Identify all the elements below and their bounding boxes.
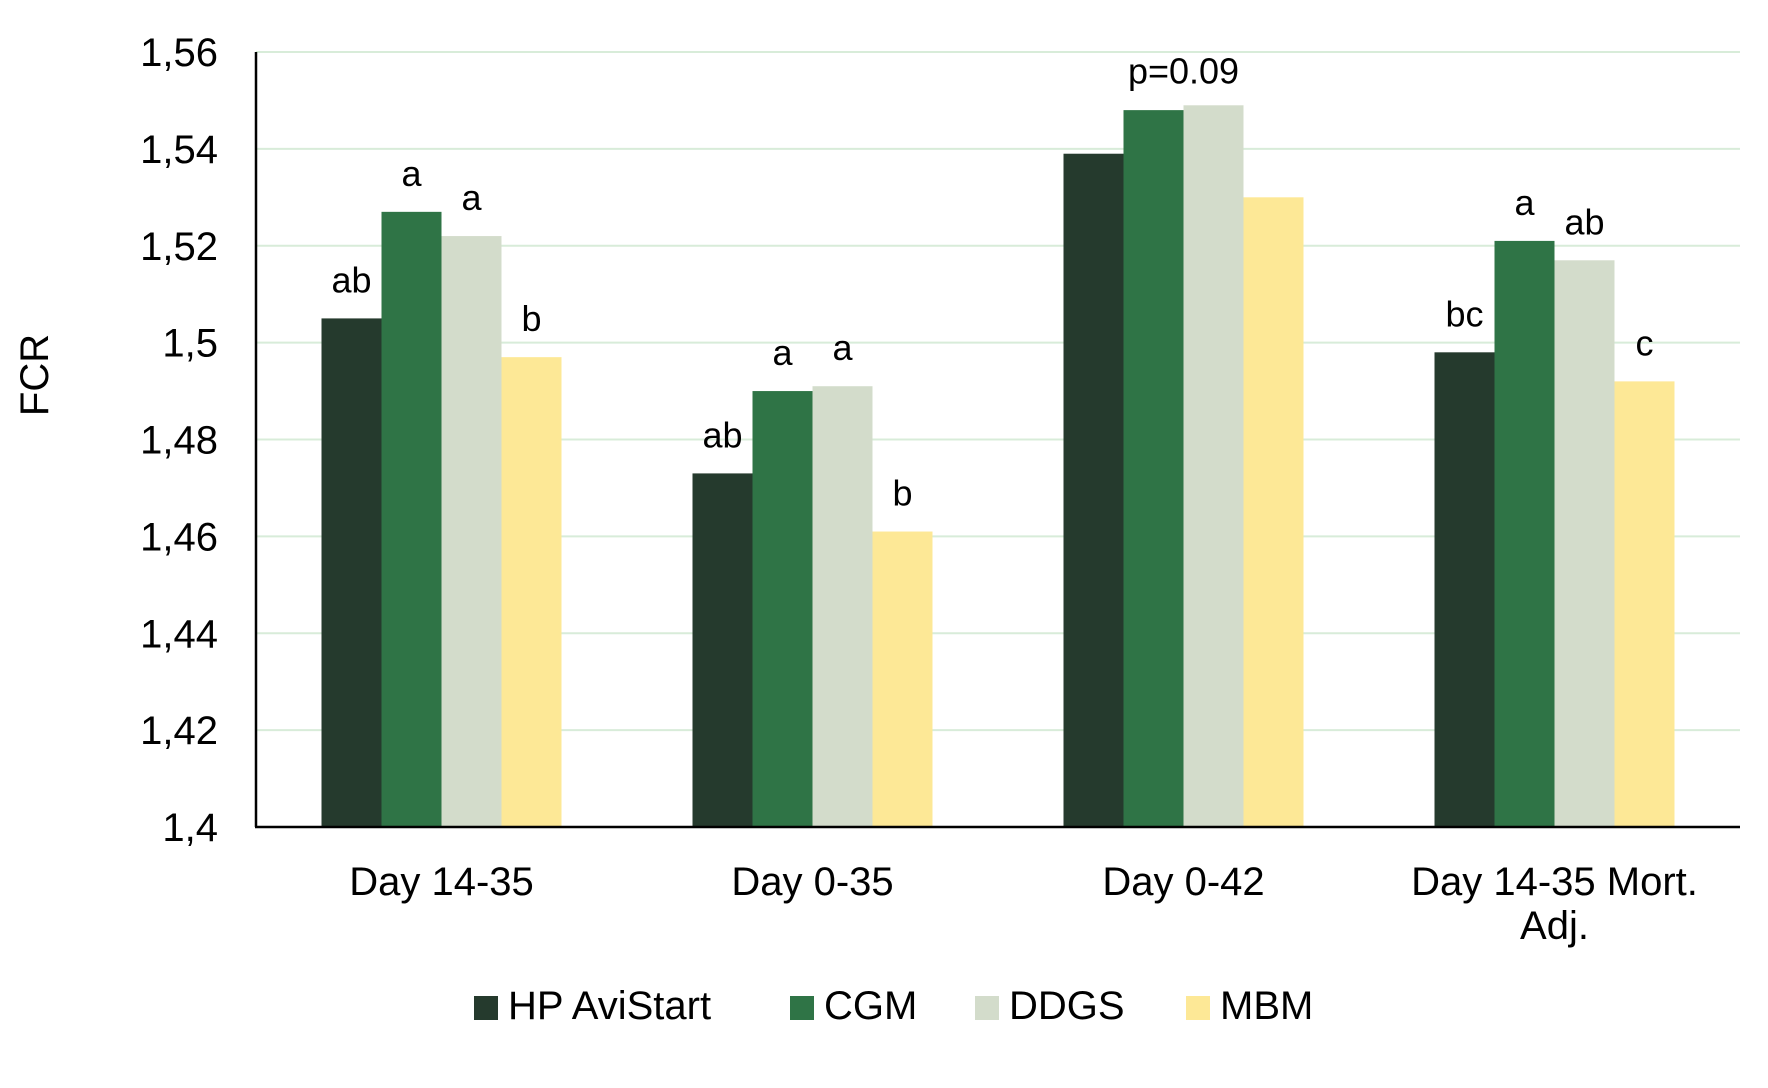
- y-tick-label: 1,48: [140, 419, 218, 463]
- bar-hp-avistart: [692, 473, 753, 827]
- group-annotation: p=0.09: [1128, 50, 1239, 91]
- y-axis-label: FCR: [13, 334, 57, 416]
- y-tick-label: 1,54: [140, 128, 218, 172]
- y-tick-label: 1,42: [140, 709, 218, 753]
- bar-ddgs: [1183, 105, 1244, 827]
- bar-cgm: [381, 211, 442, 827]
- bars: [321, 105, 1675, 827]
- x-category-label: Day 14-35: [349, 860, 534, 904]
- y-tick-label: 1,52: [140, 225, 218, 269]
- legend-label: MBM: [1220, 984, 1313, 1028]
- legend-label: HP AviStart: [508, 984, 711, 1028]
- bar-mbm: [872, 531, 933, 827]
- y-tick-labels: 1,4 1,42 1,44 1,46 1,48 1,5 1,52 1,54 1,56: [140, 31, 218, 850]
- bar-hp-avistart: [1434, 352, 1495, 827]
- x-category-label: Adj.: [1520, 904, 1589, 948]
- significance-letter: a: [401, 153, 422, 194]
- y-tick-label: 1,5: [162, 322, 218, 366]
- significance-letter: a: [461, 177, 482, 218]
- significance-letter: b: [892, 473, 912, 514]
- axes: [254, 52, 1740, 829]
- bar-cgm: [1123, 110, 1184, 827]
- legend-label: DDGS: [1009, 984, 1125, 1028]
- bar-mbm: [501, 357, 562, 827]
- legend-label: CGM: [824, 984, 917, 1028]
- bar-mbm: [1614, 381, 1675, 827]
- bar-cgm: [752, 391, 813, 827]
- x-category-label: Day 14-35 Mort.: [1411, 860, 1698, 904]
- legend: HP AviStart CGM DDGS MBM: [474, 984, 1313, 1028]
- legend-swatch: [975, 996, 999, 1020]
- bar-ddgs: [1554, 260, 1615, 827]
- significance-letter: a: [1514, 182, 1535, 223]
- significance-letter: ab: [331, 259, 371, 300]
- y-tick-label: 1,44: [140, 612, 218, 656]
- bar-hp-avistart: [1063, 153, 1124, 827]
- y-tick-label: 1,4: [162, 806, 218, 850]
- legend-swatch: [474, 996, 498, 1020]
- significance-letter: c: [1636, 322, 1654, 363]
- x-category-labels: Day 14-35 Day 0-35 Day 0-42 Day 14-35 Mort.…: [349, 860, 1698, 948]
- bar-hp-avistart: [321, 318, 382, 827]
- y-tick-label: 1,46: [140, 515, 218, 559]
- significance-letter: a: [772, 332, 793, 373]
- y-tick-label: 1,56: [140, 31, 218, 75]
- bar-cgm: [1494, 240, 1555, 827]
- x-category-label: Day 0-42: [1102, 860, 1264, 904]
- legend-swatch: [790, 996, 814, 1020]
- significance-letter: ab: [1564, 201, 1604, 242]
- significance-letter: ab: [702, 414, 742, 455]
- bar-ddgs: [441, 236, 502, 827]
- significance-letter: b: [521, 298, 541, 339]
- significance-letter: bc: [1445, 293, 1483, 334]
- bar-ddgs: [812, 386, 873, 827]
- x-category-label: Day 0-35: [731, 860, 893, 904]
- legend-swatch: [1186, 996, 1210, 1020]
- bar-mbm: [1243, 197, 1304, 827]
- significance-letter: a: [832, 327, 853, 368]
